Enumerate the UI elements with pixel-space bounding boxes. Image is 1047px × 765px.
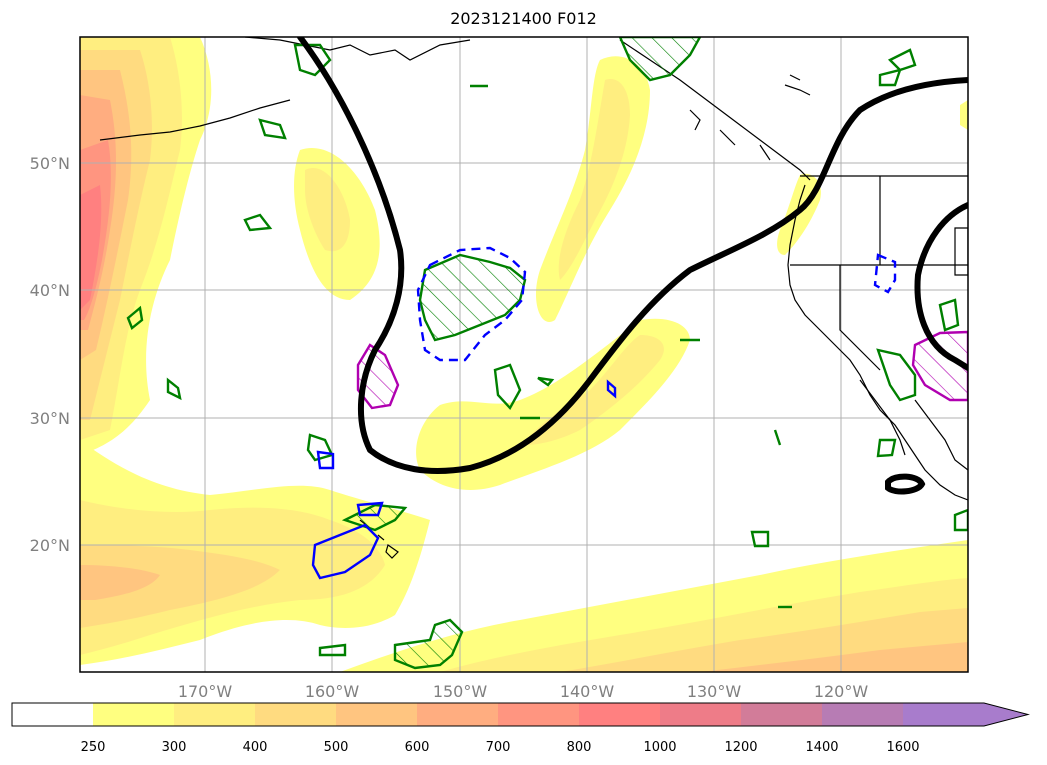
green-e3: [938, 298, 960, 332]
green-e4: [953, 508, 968, 532]
green-mid1: [493, 363, 522, 411]
colorbar-swatch: [741, 703, 822, 726]
colorbar-tick-label: 700: [486, 740, 511, 755]
fill-se-500: [700, 642, 968, 672]
lon-label-140w: 140°W: [560, 682, 615, 701]
trough-contour: [297, 37, 968, 474]
green-e5: [773, 429, 782, 446]
colorbar-tick-label: 1000: [643, 740, 676, 755]
green-contours: [126, 37, 968, 670]
green-s2: [318, 643, 347, 657]
magenta-contours: [356, 330, 968, 410]
baja-coast: [859, 379, 906, 456]
colorbar-swatch: [498, 703, 579, 726]
colorbar-swatch: [903, 703, 1028, 726]
colorbar-tick-label: 500: [324, 740, 349, 755]
lon-labels: 170°W 160°W 150°W 140°W 130°W 120°W: [178, 682, 869, 701]
lon-label-150w: 150°W: [433, 682, 488, 701]
green-w1: [243, 213, 273, 232]
coastlines: [99, 37, 968, 559]
black-contours: [297, 37, 968, 495]
state-border-3: [839, 265, 881, 371]
lat-label-20: 20°N: [30, 536, 70, 555]
colorbar-swatch: [255, 703, 336, 726]
map-frame: [79, 36, 969, 673]
filled-contours: [80, 37, 968, 672]
lat-label-30: 30°N: [30, 409, 70, 428]
fill-south-400: [80, 545, 280, 628]
green-s3: [750, 530, 770, 548]
colorbar-labels: 250 300 400 500 600 700 800 1000 1200 1400 1600: [81, 740, 920, 755]
colorbar-swatch: [417, 703, 498, 726]
colorbar-swatch: [660, 703, 741, 726]
lon-label-160w: 160°W: [305, 682, 360, 701]
fill-west-800: [80, 185, 102, 310]
colorbar-tick-label: 1600: [886, 740, 919, 755]
colorbar-swatches: [11, 702, 1030, 727]
colorbar: 250 300 400 500 600 700 800 1000 1200 1400 1600: [11, 702, 1030, 755]
colorbar-tick-label: 1200: [724, 740, 757, 755]
green-box-center: [418, 253, 527, 342]
blue-dashed-center: [416, 246, 527, 362]
mexico-coast: [914, 399, 968, 471]
blue-hawaii-2: [356, 501, 384, 517]
blue-mid: [606, 379, 617, 399]
fill-east-250: [960, 100, 968, 130]
blue-west: [316, 450, 335, 470]
us-west-coast: [787, 184, 968, 501]
map-title: 2023121400 F012: [450, 9, 597, 28]
green-e1: [876, 348, 917, 402]
green-mid2: [537, 376, 555, 387]
colorbar-swatch: [12, 703, 93, 726]
lon-label-130w: 130°W: [687, 682, 742, 701]
map-area: [80, 37, 968, 672]
lat-labels: 50°N 40°N 30°N 20°N: [30, 154, 70, 555]
colorbar-tick-label: 400: [243, 740, 268, 755]
alaska-coast: [244, 37, 471, 61]
colorbar-tick-label: 600: [405, 740, 430, 755]
green-aleut: [258, 118, 287, 140]
state-border-2: [879, 176, 968, 276]
colorbar-outline: [11, 702, 1030, 727]
green-ne-2: [887, 48, 917, 72]
colorbar-tick-label: 800: [567, 740, 592, 755]
colorbar-swatch: [822, 703, 903, 726]
blue-dashed-east: [873, 253, 897, 294]
colorbar-tick-label: 300: [162, 740, 187, 755]
lon-label-120w: 120°W: [814, 682, 869, 701]
bc-islands: [689, 109, 771, 161]
green-w4: [306, 433, 334, 462]
green-s1: [393, 618, 464, 670]
colorbar-swatch: [336, 703, 417, 726]
aleutians: [99, 99, 291, 141]
green-w3: [166, 377, 182, 401]
green-ne-1: [878, 68, 902, 87]
east-contour: [914, 202, 968, 371]
fill-south-500: [80, 565, 160, 600]
colorbar-tick-label: 1400: [805, 740, 838, 755]
blue-contours: [311, 246, 897, 580]
colorbar-swatch: [93, 703, 174, 726]
bering-island: [784, 74, 811, 96]
fill-ridge-300: [305, 168, 350, 252]
green-w2: [126, 305, 144, 330]
fill-ne-300: [558, 79, 630, 280]
lon-label-170w: 170°W: [178, 682, 233, 701]
green-e2: [876, 438, 897, 458]
lat-label-50: 50°N: [30, 154, 70, 173]
magenta-east: [911, 330, 968, 402]
green-gulf: [618, 37, 702, 82]
colorbar-swatch: [579, 703, 660, 726]
colorbar-swatch: [174, 703, 255, 726]
lat-label-40: 40°N: [30, 281, 70, 300]
blue-hawaii: [311, 523, 380, 580]
colorbar-tick-label: 250: [81, 740, 106, 755]
small-ring: [885, 473, 926, 495]
